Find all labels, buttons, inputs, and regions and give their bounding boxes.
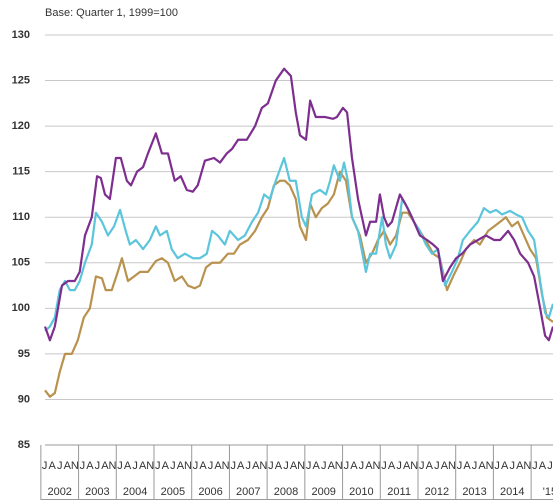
month-label: J — [208, 460, 214, 472]
x-tick-label: 2002 — [47, 486, 71, 498]
x-tick-label: 2010 — [349, 486, 373, 498]
y-tick-label: 110 — [12, 211, 30, 223]
month-label: J — [359, 460, 365, 472]
month-label: J — [510, 460, 516, 472]
month-label: A — [237, 460, 245, 472]
y-tick-label: 120 — [12, 120, 30, 132]
x-tick-label: 2011 — [387, 486, 411, 498]
month-label: A — [290, 460, 298, 472]
month-label: J — [268, 460, 274, 472]
month-label: J — [381, 460, 387, 472]
month-label: J — [80, 460, 86, 472]
month-label: J — [344, 460, 350, 472]
month-label: J — [321, 460, 327, 472]
x-tick-label: 2004 — [123, 486, 147, 498]
month-label: J — [246, 460, 252, 472]
month-label: J — [306, 460, 312, 472]
month-label: J — [170, 460, 176, 472]
x-tick-label: 2008 — [274, 486, 298, 498]
month-label: N — [109, 460, 117, 472]
month-label: J — [230, 460, 236, 472]
month-label: A — [162, 460, 170, 472]
month-label: J — [155, 460, 161, 472]
month-label: A — [139, 460, 147, 472]
x-tick-label: 2007 — [236, 486, 260, 498]
month-label: J — [57, 460, 63, 472]
month-label: A — [275, 460, 283, 472]
month-label: N — [146, 460, 154, 472]
month-label: J — [95, 460, 101, 472]
month-label: J — [283, 460, 289, 472]
month-label: A — [388, 460, 396, 472]
month-label: N — [335, 460, 343, 472]
month-label: J — [132, 460, 138, 472]
month-label: A — [365, 460, 373, 472]
month-label: A — [48, 460, 56, 472]
month-label: J — [193, 460, 199, 472]
month-label: A — [350, 460, 358, 472]
month-label: J — [434, 460, 440, 472]
month-label: N — [259, 460, 267, 472]
y-tick-label: 100 — [12, 302, 30, 314]
y-tick-label: 95 — [18, 348, 30, 360]
month-label: A — [501, 460, 509, 472]
month-label: J — [494, 460, 500, 472]
month-label: A — [403, 460, 411, 472]
month-label: A — [441, 460, 449, 472]
month-label: J — [532, 460, 538, 472]
month-label: N — [71, 460, 79, 472]
y-tick-label: 105 — [12, 257, 30, 269]
x-tick-label: '15 — [543, 486, 553, 498]
month-label: J — [396, 460, 402, 472]
month-label: A — [312, 460, 320, 472]
y-tick-label: 125 — [12, 74, 30, 86]
month-label: A — [101, 460, 109, 472]
month-label: N — [184, 460, 192, 472]
chart-subtitle: Base: Quarter 1, 1999=100 — [45, 7, 178, 19]
month-label: A — [199, 460, 207, 472]
month-label: A — [252, 460, 260, 472]
month-label: A — [463, 460, 471, 472]
month-label: A — [426, 460, 434, 472]
month-label: N — [410, 460, 418, 472]
month-label: A — [177, 460, 185, 472]
month-label: J — [457, 460, 463, 472]
y-tick-label: 85 — [18, 439, 30, 451]
x-tick-label: 2012 — [425, 486, 449, 498]
month-label: A — [516, 460, 524, 472]
x-tick-label: 2013 — [462, 486, 486, 498]
y-tick-label: 115 — [12, 166, 30, 178]
month-label: A — [214, 460, 222, 472]
month-label: A — [328, 460, 336, 472]
month-label: A — [478, 460, 486, 472]
month-label: N — [448, 460, 456, 472]
month-label: A — [86, 460, 94, 472]
month-label: N — [222, 460, 230, 472]
month-label: A — [64, 460, 72, 472]
x-tick-label: 2005 — [161, 486, 185, 498]
x-tick-label: 2006 — [198, 486, 222, 498]
month-label: A — [124, 460, 132, 472]
line-series — [44, 156, 553, 332]
y-tick-label: 90 — [18, 393, 30, 405]
month-label: N — [297, 460, 305, 472]
month-label: N — [523, 460, 531, 472]
month-label: N — [373, 460, 381, 472]
y-tick-label: 130 — [12, 29, 30, 41]
month-label: J — [547, 460, 553, 472]
month-label: J — [42, 460, 48, 472]
line-series — [43, 67, 553, 342]
month-label: J — [117, 460, 123, 472]
month-label: J — [419, 460, 425, 472]
x-tick-label: 2014 — [500, 486, 524, 498]
x-tick-label: 2009 — [311, 486, 335, 498]
x-tick-label: 2003 — [85, 486, 109, 498]
month-label: N — [486, 460, 494, 472]
month-label: J — [472, 460, 478, 472]
month-label: A — [539, 460, 547, 472]
